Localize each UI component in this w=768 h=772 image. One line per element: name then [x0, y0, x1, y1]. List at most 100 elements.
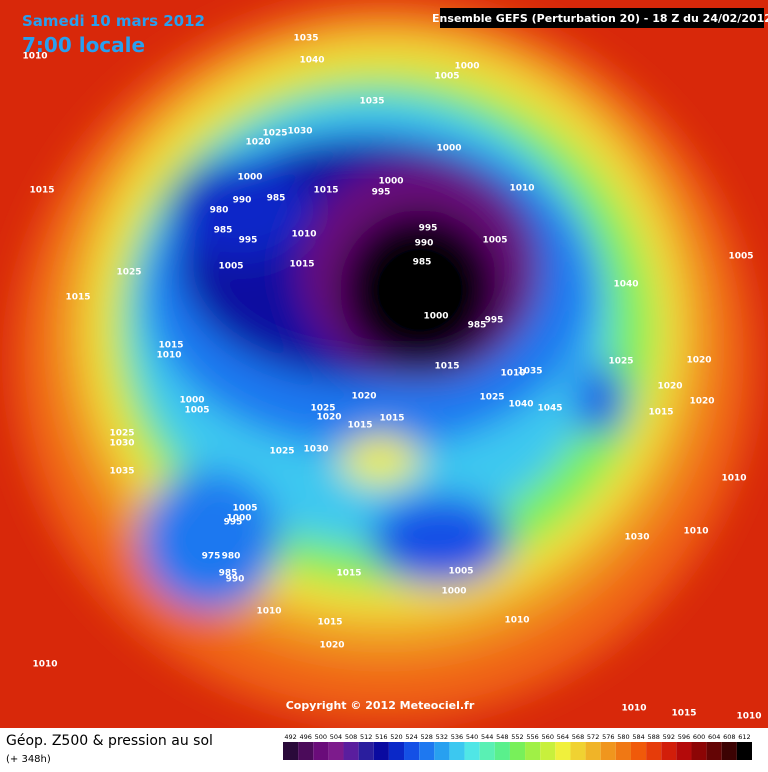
isobar-label: 995 [224, 518, 243, 528]
isobar-label: 980 [210, 206, 229, 216]
isobar-label: 990 [226, 575, 245, 585]
isobar-label: 995 [239, 236, 258, 246]
isobar-label: 1010 [22, 52, 47, 62]
colorbar-swatch [358, 742, 374, 760]
colorbar-swatch [373, 742, 389, 760]
colorbar-tick-label: 560 [542, 733, 554, 741]
isobar-label: 1000 [423, 312, 448, 322]
isobar-label: 985 [267, 194, 286, 204]
colorbar-swatch [600, 742, 616, 760]
colorbar-tick-label: 544 [481, 733, 493, 741]
colorbar-swatch [661, 742, 677, 760]
colorbar-tick-label: 504 [330, 733, 342, 741]
isobar-label: 1045 [537, 404, 562, 414]
colorbar-swatch [464, 742, 480, 760]
colorbar-tick-label: 536 [451, 733, 463, 741]
colorbar-tick-label: 600 [693, 733, 705, 741]
model-box [440, 8, 764, 28]
isobar-label: 1010 [504, 616, 529, 626]
isobar-label: 1025 [310, 404, 335, 414]
colorbar-swatch [434, 742, 450, 760]
isobar-label: 1025 [262, 129, 287, 139]
footer-lead: (+ 348h) [6, 754, 51, 765]
colorbar-tick-label: 592 [663, 733, 675, 741]
colorbar-tick-label: 496 [299, 733, 311, 741]
isobar-label: 1010 [291, 230, 316, 240]
isobar-label: 1010 [721, 474, 746, 484]
colorbar-swatch [479, 742, 495, 760]
isobar-label: 1000 [378, 177, 403, 187]
isobar-label: 1030 [109, 439, 134, 449]
isobar-label: 1015 [379, 414, 404, 424]
colorbar-swatch [509, 742, 526, 760]
isobar-label: 1040 [613, 280, 638, 290]
isobar-label: 1015 [289, 260, 314, 270]
isobar-label: 1010 [156, 351, 181, 361]
isobar-label: 990 [233, 196, 252, 206]
isobar-label: 1030 [303, 445, 328, 455]
isobar-label: 1035 [109, 467, 134, 477]
colorbar-tick-label: 608 [723, 733, 735, 741]
colorbar-swatch [328, 742, 344, 760]
colorbar-swatch [388, 742, 405, 760]
isobar-label: 1010 [509, 184, 534, 194]
isobar-label: 1015 [336, 569, 361, 579]
colorbar-swatch [298, 742, 314, 760]
colorbar-tick-label: 580 [617, 733, 629, 741]
isobar-label: 1035 [359, 97, 384, 107]
isobar-label: 1005 [448, 567, 473, 577]
colorbar-swatch [615, 742, 631, 760]
colorbar-tick-label: 568 [572, 733, 584, 741]
isobar-label: 1005 [232, 504, 257, 514]
isobar-label: 1010 [32, 660, 57, 670]
colorbar-tick-label: 604 [708, 733, 720, 741]
isobar-label: 1010 [736, 712, 761, 722]
colorbar-tick-label: 556 [526, 733, 538, 741]
isobar-label: 1005 [728, 252, 753, 262]
isobar-label: 1010 [621, 704, 646, 714]
colorbar-swatch [343, 742, 359, 760]
colorbar-tick-label: 512 [360, 733, 372, 741]
isobar-label: 1000 [226, 514, 251, 524]
isobar-label: 1000 [179, 396, 204, 406]
colorbar-tick-label: 584 [632, 733, 644, 741]
colorbar-tick-label: 492 [284, 733, 296, 741]
isobar-label: 1025 [109, 429, 134, 439]
isobar-label: 1030 [287, 127, 312, 137]
isobar-label: 1025 [608, 357, 633, 367]
isobar-label: 1005 [434, 72, 459, 82]
isobar-label: 1015 [317, 618, 342, 628]
isobar-label: 990 [415, 239, 434, 249]
isobar-label: 985 [219, 569, 238, 579]
colorbar-swatch [721, 742, 737, 760]
colorbar-tick-label: 528 [421, 733, 433, 741]
isobar-label: 1040 [508, 400, 533, 410]
isobar-label: 1020 [686, 356, 711, 366]
isobar-label: 1040 [299, 56, 324, 66]
isobar-label: 1030 [624, 533, 649, 543]
colorbar-swatch [691, 742, 707, 760]
colorbar-swatch [676, 742, 692, 760]
isobar-label: 985 [468, 321, 487, 331]
isobar-label: 1020 [689, 397, 714, 407]
colorbar-tick-label: 500 [315, 733, 327, 741]
isobar-label: 1015 [434, 362, 459, 372]
isobar-label: 1000 [436, 144, 461, 154]
colorbar-swatch [630, 742, 647, 760]
colorbar-tick-label: 540 [466, 733, 478, 741]
isobar-label: 1010 [683, 527, 708, 537]
isobar-label: 1005 [482, 236, 507, 246]
colorbar-swatch [570, 742, 586, 760]
colorbar-tick-label: 572 [587, 733, 599, 741]
time: 7:00 locale [22, 33, 145, 57]
isobar-label: 1015 [671, 709, 696, 719]
isobar-label: 1020 [245, 138, 270, 148]
colorbar-tick-label: 564 [557, 733, 569, 741]
isobar-label: 1025 [269, 447, 294, 457]
isobar-label: 1025 [479, 393, 504, 403]
isobar-label: 1000 [237, 173, 262, 183]
colorbar-swatch [449, 742, 465, 760]
field [14, 0, 754, 720]
